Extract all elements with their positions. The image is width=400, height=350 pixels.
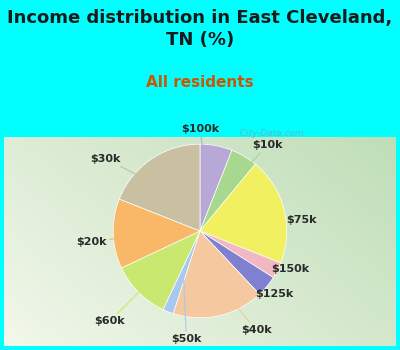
Text: $50k: $50k [171,273,202,344]
Wedge shape [200,231,281,278]
Wedge shape [119,144,200,231]
Text: $75k: $75k [244,215,317,225]
Wedge shape [113,199,200,268]
Text: City-Data.com: City-Data.com [234,129,304,138]
Text: $20k: $20k [76,232,155,247]
Wedge shape [200,164,287,263]
Wedge shape [200,231,273,294]
Text: $40k: $40k [210,275,272,335]
Text: Income distribution in East Cleveland,
TN (%): Income distribution in East Cleveland, T… [7,9,393,49]
Wedge shape [122,231,200,309]
Text: $100k: $100k [181,125,219,187]
Wedge shape [200,144,232,231]
Wedge shape [163,231,200,314]
Text: $10k: $10k [223,140,283,192]
Text: All residents: All residents [146,75,254,90]
Text: $150k: $150k [240,252,309,274]
Wedge shape [200,150,255,231]
Text: $30k: $30k [90,154,175,194]
Text: $125k: $125k [235,260,294,299]
Text: $60k: $60k [94,263,168,326]
Wedge shape [173,231,260,318]
